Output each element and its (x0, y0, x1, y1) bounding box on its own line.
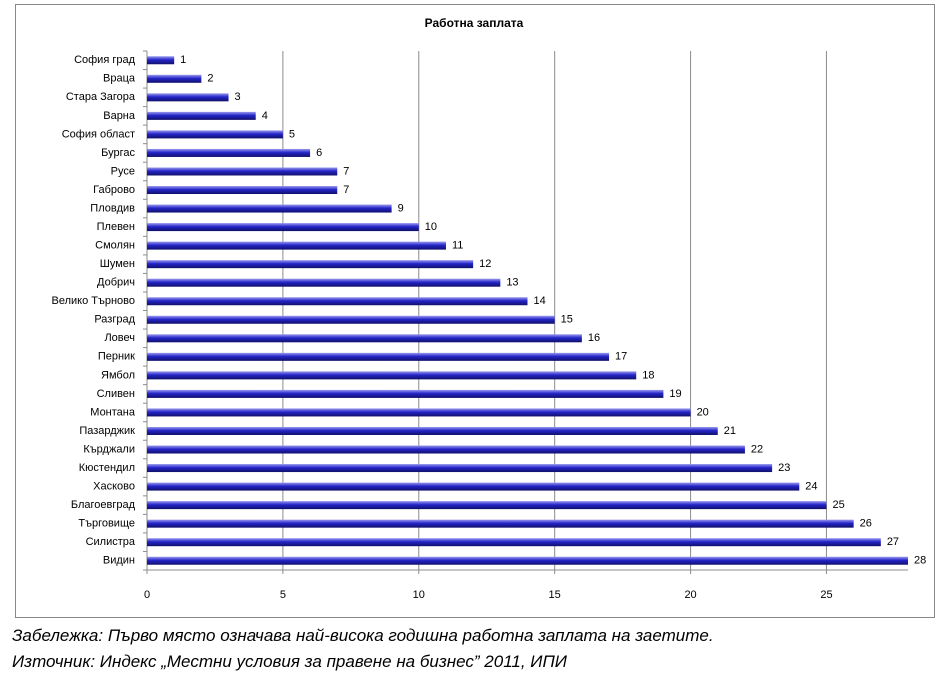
y-tick-label: Пазарджик (79, 425, 135, 437)
y-tick-label: Бургас (101, 147, 135, 159)
chart-frame (15, 4, 935, 618)
y-tick-label: Разград (94, 314, 135, 326)
y-tick-label: Кюстендил (79, 462, 135, 474)
y-tick-label: Перник (98, 351, 135, 363)
x-tick-label: 15 (549, 589, 561, 601)
x-tick-label: 10 (413, 589, 425, 601)
value-label: 24 (805, 480, 817, 492)
bar (147, 167, 338, 176)
value-label: 5 (289, 128, 295, 140)
source: Източник: Индекс „Местни условия за прав… (12, 652, 567, 671)
y-tick-label: Монтана (90, 406, 136, 418)
bar (147, 445, 745, 454)
bar (147, 223, 419, 232)
value-label: 11 (452, 240, 463, 252)
y-tick-label: Габрово (93, 184, 135, 196)
bar (147, 56, 175, 65)
value-label: 21 (724, 425, 736, 437)
bar (147, 482, 800, 491)
y-tick-label: Пловдив (90, 202, 135, 214)
value-label: 7 (343, 165, 349, 177)
y-tick-label: Стара Загора (66, 91, 136, 103)
value-label: 16 (588, 332, 600, 344)
x-tick-label: 5 (280, 589, 286, 601)
bar (147, 389, 664, 398)
note: Забележка: Първо място означава най-висо… (12, 626, 714, 645)
value-label: 19 (669, 388, 681, 400)
y-tick-label: Сливен (97, 388, 135, 400)
value-label: 13 (506, 277, 518, 289)
y-tick-label: Шумен (100, 258, 135, 270)
value-label: 6 (316, 147, 322, 159)
value-label: 23 (778, 462, 790, 474)
value-label: 1 (180, 54, 186, 66)
y-tick-label: Благоевград (71, 499, 136, 511)
value-label: 20 (697, 406, 709, 418)
bar (147, 426, 718, 435)
bar (147, 130, 283, 139)
bar (147, 297, 528, 306)
y-tick-label: Видин (103, 555, 135, 567)
value-label: 15 (561, 314, 573, 326)
y-tick-label: Ямбол (101, 369, 135, 381)
y-tick-label: Хасково (93, 480, 135, 492)
value-label: 4 (262, 110, 268, 122)
y-tick-label: Враца (103, 73, 136, 85)
bar (147, 538, 881, 547)
bar (147, 148, 311, 157)
bar (147, 278, 501, 287)
bar (147, 352, 610, 361)
y-tick-label: Търговище (78, 518, 135, 530)
bar (147, 315, 555, 324)
bar (147, 334, 582, 343)
value-label: 17 (615, 351, 627, 363)
y-tick-label: София град (74, 54, 136, 66)
bar (147, 93, 229, 102)
x-tick-label: 0 (144, 589, 150, 601)
value-label: 3 (235, 91, 241, 103)
bar (147, 74, 202, 83)
y-tick-label: Велико Търново (51, 295, 135, 307)
y-tick-label: Добрич (97, 277, 135, 289)
bar (147, 204, 392, 213)
bar (147, 371, 637, 380)
y-tick-label: Русе (111, 165, 135, 177)
value-label: 12 (479, 258, 491, 270)
y-tick-label: Силистра (86, 536, 136, 548)
y-tick-label: Смолян (95, 240, 135, 252)
bar (147, 260, 474, 269)
y-tick-label: Варна (103, 110, 136, 122)
value-label: 14 (534, 295, 546, 307)
bar (147, 501, 827, 510)
value-label: 25 (832, 499, 844, 511)
bar (147, 408, 691, 417)
value-label: 10 (425, 221, 437, 233)
bar (147, 556, 908, 565)
bar (147, 186, 338, 195)
value-label: 28 (914, 555, 926, 567)
value-label: 22 (751, 443, 763, 455)
bar (147, 464, 773, 473)
x-tick-label: 25 (820, 589, 832, 601)
chart-title: Работна заплата (425, 16, 524, 30)
y-tick-label: София област (62, 128, 135, 140)
value-label: 27 (887, 536, 899, 548)
value-label: 18 (642, 369, 654, 381)
bar (147, 241, 446, 250)
bar (147, 111, 256, 120)
x-tick-label: 20 (684, 589, 696, 601)
y-tick-label: Ловеч (104, 332, 135, 344)
bar (147, 519, 854, 528)
value-label: 9 (398, 202, 404, 214)
value-label: 7 (343, 184, 349, 196)
y-tick-label: Плевен (97, 221, 135, 233)
y-tick-label: Кърджали (83, 443, 135, 455)
value-label: 2 (207, 73, 213, 85)
value-label: 26 (860, 518, 872, 530)
